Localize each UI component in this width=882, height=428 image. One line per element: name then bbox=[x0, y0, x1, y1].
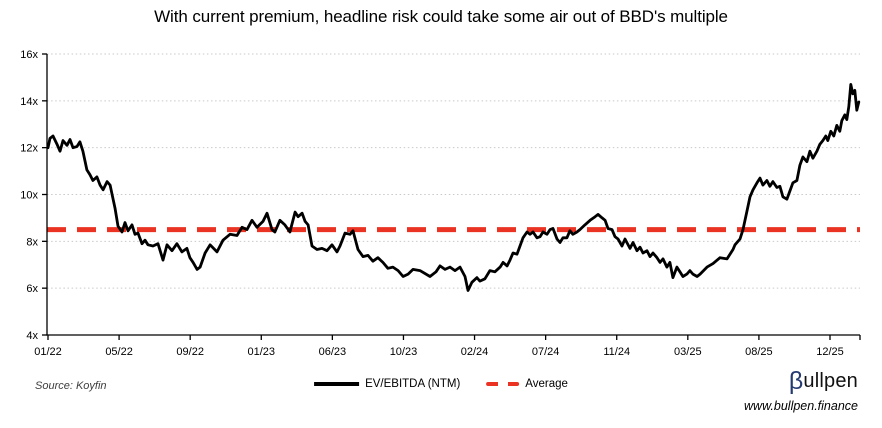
y-axis-label: 14x bbox=[20, 96, 38, 108]
x-axis-label: 05/22 bbox=[105, 346, 133, 358]
series-line-swatch-icon bbox=[314, 382, 360, 386]
y-axis-label: 8x bbox=[26, 236, 38, 248]
legend-item-average: Average bbox=[486, 378, 568, 390]
x-axis-label: 12/25 bbox=[816, 346, 844, 358]
source-note: Source: Koyfin bbox=[35, 380, 107, 392]
x-axis-label: 02/24 bbox=[461, 346, 489, 358]
x-axis-label: 01/22 bbox=[34, 346, 62, 358]
y-axis-label: 6x bbox=[26, 283, 38, 295]
ev-ebitda-line bbox=[46, 83, 861, 292]
x-axis-label: 11/24 bbox=[603, 346, 630, 358]
average-dash-swatch-icon bbox=[486, 381, 520, 387]
chart-title: With current premium, headline risk coul… bbox=[154, 7, 728, 26]
bullpen-logo: βullpen bbox=[789, 369, 858, 394]
x-axis-label: 10/23 bbox=[390, 346, 418, 358]
x-axis-label: 09/22 bbox=[176, 346, 204, 358]
y-axis-label: 16x bbox=[20, 49, 38, 61]
x-axis-label: 06/23 bbox=[319, 346, 347, 358]
x-axis-label: 03/25 bbox=[674, 346, 702, 358]
y-axis-label: 12x bbox=[20, 143, 38, 155]
logo-beta: β bbox=[788, 367, 804, 395]
y-axis-label: 10x bbox=[20, 190, 38, 202]
x-axis-label: 08/25 bbox=[745, 346, 773, 358]
x-axis-label: 07/24 bbox=[532, 346, 560, 358]
legend-item-series: EV/EBITDA (NTM) bbox=[314, 378, 460, 390]
x-axis-label: 01/23 bbox=[248, 346, 276, 358]
website-url: www.bullpen.finance bbox=[744, 399, 858, 413]
y-axis-label: 4x bbox=[26, 330, 38, 342]
legend-average-label: Average bbox=[525, 378, 568, 390]
logo-rest: ullpen bbox=[803, 370, 858, 392]
legend: EV/EBITDA (NTM) Average bbox=[314, 378, 568, 390]
legend-series-label: EV/EBITDA (NTM) bbox=[365, 378, 461, 390]
